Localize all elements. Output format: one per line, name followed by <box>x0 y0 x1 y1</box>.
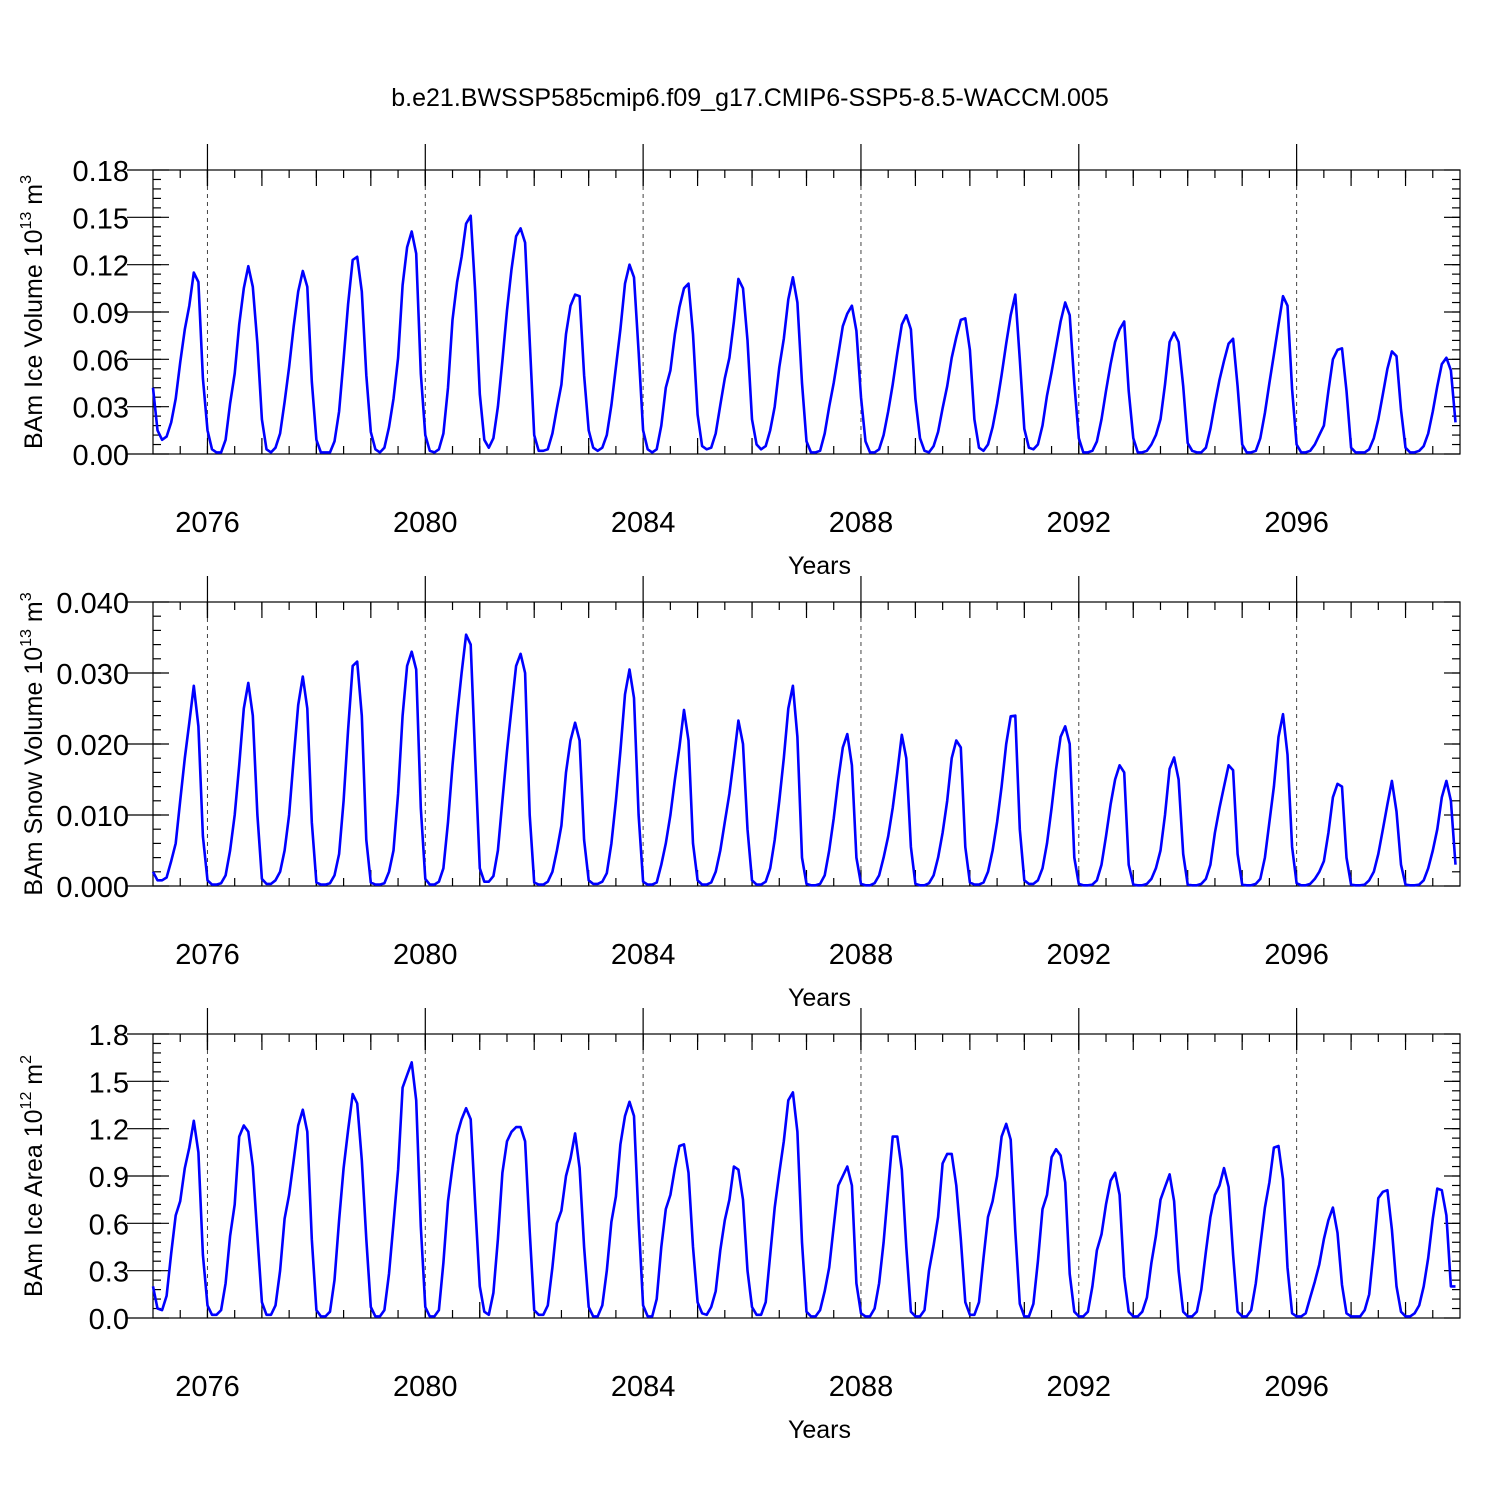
y-axis-label-part: 12 <box>18 1092 35 1110</box>
y-axis-label-part: m <box>20 601 48 629</box>
y-tick-label: 0.18 <box>73 156 129 188</box>
y-tick-label: 0.3 <box>89 1257 129 1289</box>
x-tick-label: 2096 <box>1264 507 1329 539</box>
x-tick-label: 2084 <box>611 939 676 971</box>
y-tick-label: 0.6 <box>89 1209 129 1241</box>
y-axis-label-part: 13 <box>18 212 35 230</box>
plot-frame <box>152 601 1461 887</box>
y-tick-label: 0.03 <box>73 393 129 425</box>
y-axis-label-part: BAm Ice Area 10 <box>20 1109 48 1297</box>
x-tick-label: 2092 <box>1047 507 1112 539</box>
y-tick-label: 1.5 <box>89 1067 129 1099</box>
x-tick-label: 2076 <box>175 1371 240 1403</box>
y-axis-label-part: BAm Ice Volume 10 <box>20 229 48 449</box>
series-line <box>151 633 1457 887</box>
panel-3: 0.0 0.3 0.6 0.9 1.2 1.5 1.8 2076 2080 2084 2088 209… <box>18 1008 1461 1444</box>
x-tick-label: 2076 <box>175 939 240 971</box>
series-line <box>151 214 1457 454</box>
y-tick-label: 0.00 <box>73 440 129 472</box>
x-axis-label: Years <box>788 552 851 580</box>
panel-1: 0.00 0.03 0.06 0.09 0.12 0.15 0.18 2076 2080 2084… <box>18 144 1461 580</box>
x-tick-label: 2080 <box>393 939 458 971</box>
x-tick-label: 2080 <box>393 507 458 539</box>
y-tick-label: 0.09 <box>73 298 129 330</box>
plot-frame <box>152 1033 1461 1319</box>
y-tick-label: 0.010 <box>56 801 129 833</box>
y-tick-label: 0.9 <box>89 1162 129 1194</box>
y-tick-label: 1.8 <box>89 1020 129 1052</box>
x-axis-label: Years <box>788 984 851 1012</box>
x-tick-label: 2088 <box>829 1371 894 1403</box>
x-tick-label: 2092 <box>1047 1371 1112 1403</box>
y-axis-label-part: 2 <box>18 1055 35 1064</box>
y-tick-label: 0.06 <box>73 345 129 377</box>
y-axis-label-part: 13 <box>18 629 35 647</box>
y-axis-label-part: 3 <box>18 175 35 184</box>
y-axis-label-part: 3 <box>18 592 35 601</box>
y-tick-label: 0.020 <box>56 730 129 762</box>
figure-title: b.e21.BWSSP585cmip6.f09_g17.CMIP6-SSP5-8… <box>391 84 1108 112</box>
y-tick-label: 0.030 <box>56 659 129 691</box>
y-tick-label: 1.2 <box>89 1115 129 1147</box>
y-axis-label-part: m <box>20 1064 48 1092</box>
y-axis-label: BAm Ice Volume 1013 m3 <box>18 175 48 449</box>
y-tick-label: 0.15 <box>73 203 129 235</box>
x-tick-label: 2088 <box>829 939 894 971</box>
y-tick-label: 0.000 <box>56 872 129 904</box>
x-tick-label: 2080 <box>393 1371 458 1403</box>
y-axis-label-part: BAm Snow Volume 10 <box>20 647 48 896</box>
y-axis-label: BAm Snow Volume 1013 m3 <box>18 592 48 895</box>
x-tick-label: 2084 <box>611 507 676 539</box>
x-tick-label: 2096 <box>1264 939 1329 971</box>
x-tick-label: 2084 <box>611 1371 676 1403</box>
x-axis-label: Years <box>788 1416 851 1444</box>
panel-2: 0.000 0.010 0.020 0.030 0.040 2076 2080 2084 208… <box>18 576 1461 1012</box>
y-axis-label: BAm Ice Area 1012 m2 <box>18 1055 48 1297</box>
x-tick-label: 2076 <box>175 507 240 539</box>
y-tick-label: 0.12 <box>73 251 129 283</box>
series-line <box>151 1061 1456 1318</box>
y-tick-label: 0.0 <box>89 1304 129 1336</box>
x-tick-label: 2092 <box>1047 939 1112 971</box>
x-tick-label: 2096 <box>1264 1371 1329 1403</box>
x-tick-label: 2088 <box>829 507 894 539</box>
y-tick-label: 0.040 <box>56 588 129 620</box>
y-axis-label-part: m <box>20 184 48 212</box>
